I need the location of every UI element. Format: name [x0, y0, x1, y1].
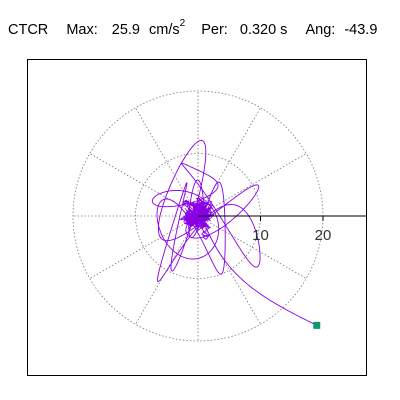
max-value: 25.9	[111, 21, 140, 38]
trajectory-core	[179, 197, 215, 240]
trajectory-layer	[151, 139, 317, 326]
chart-header: CTCR Max: 25.9 cm/s2 Per: 0.320 s Ang: -…	[8, 14, 377, 38]
station-code: CTCR	[8, 21, 49, 38]
grid-spoke-120	[135, 107, 199, 217]
axis-layer	[198, 215, 366, 221]
tick-label-20: 20	[315, 227, 332, 244]
period-value: 0.320 s	[239, 21, 288, 38]
max-unit-exponent: 2	[179, 18, 186, 29]
max-unit-text: cm/s	[149, 21, 180, 38]
period-label: Per:	[201, 21, 228, 38]
trajectory-path	[151, 139, 317, 326]
tick-label-layer: 10 20	[252, 227, 331, 244]
tick-label-10: 10	[252, 227, 269, 244]
max-unit: cm/s2	[149, 14, 185, 42]
max-label: Max:	[66, 21, 98, 38]
grid-spoke-300	[197, 215, 261, 325]
angle-label: Ang:	[305, 21, 336, 38]
angle-value: -43.9	[344, 21, 378, 38]
marker-layer	[313, 321, 321, 329]
plot-frame	[27, 59, 367, 376]
end-point-marker	[313, 321, 321, 329]
